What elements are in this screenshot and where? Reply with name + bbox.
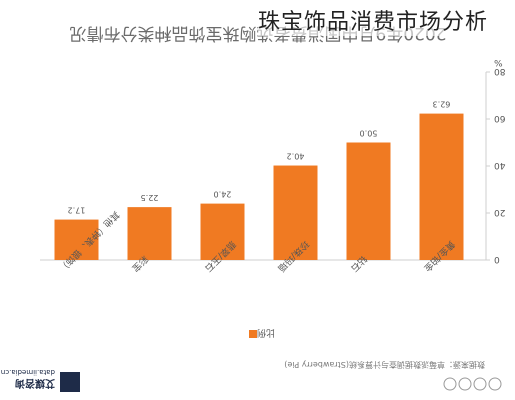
attribution-icon	[473, 377, 487, 391]
bar	[419, 113, 464, 260]
bar-value-label: 40.2	[287, 152, 305, 161]
noncommercial-icon	[458, 377, 472, 391]
y-unit-label: %	[494, 57, 503, 67]
logo-site: data.iimedia.cn	[1, 368, 55, 376]
bar	[273, 165, 318, 260]
legend-label: 比例	[257, 327, 275, 339]
bar-value-label: 24.0	[214, 190, 232, 199]
legend-swatch	[249, 330, 257, 338]
axis-layer: 0 20 40 60 80%	[40, 57, 505, 264]
share-icons	[443, 377, 502, 391]
y-tick-label: 20	[494, 207, 506, 217]
cc-icon	[488, 377, 502, 391]
bar	[200, 203, 245, 260]
overlay-title: 珠宝饰品消费市场分析	[258, 4, 489, 36]
y-tick-label: 0	[494, 254, 500, 264]
bars-layer: 62.3黄金/铂金50.0钻石40.2珍珠/玛瑙24.0翡翠/玉石22.5彩宝1…	[54, 100, 464, 274]
bar	[346, 142, 391, 260]
legend: 比例	[249, 327, 275, 339]
source-note: 数据来源：草莓派数据调查与计算系统(Strawberry Pie)	[284, 360, 485, 370]
y-tick-label: 80	[494, 66, 506, 76]
bar-value-label: 50.0	[360, 129, 378, 138]
noderivs-icon	[443, 377, 457, 391]
bar-value-label: 17.2	[68, 206, 86, 215]
bar-value-label: 62.3	[433, 100, 451, 109]
logo-icon	[60, 372, 80, 392]
bar	[54, 219, 99, 260]
brand-logo: 艾媒咨询 data.iimedia.cn	[1, 368, 80, 392]
y-tick-label: 60	[494, 113, 506, 123]
y-tick-label: 40	[494, 160, 506, 170]
bar-value-label: 22.5	[141, 193, 159, 202]
bar	[127, 207, 172, 260]
logo-text: 艾媒咨询	[15, 377, 55, 390]
